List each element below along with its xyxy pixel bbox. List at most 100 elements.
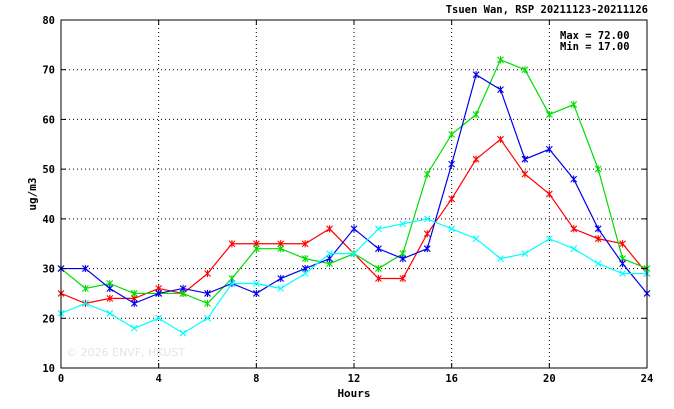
data-point (228, 280, 236, 287)
data-point (619, 260, 626, 268)
data-point (155, 314, 163, 322)
data-point (570, 245, 578, 253)
data-point (521, 170, 529, 178)
data-point (619, 240, 626, 248)
data-point (155, 289, 163, 298)
data-point (399, 274, 407, 283)
data-point (277, 245, 285, 253)
data-point (130, 324, 138, 332)
series-layer (57, 56, 651, 337)
data-point (130, 299, 138, 307)
data-point (521, 250, 529, 258)
data-point (594, 235, 602, 243)
data-point (619, 270, 626, 277)
data-point (521, 155, 529, 163)
data-point (570, 175, 578, 183)
data-point (375, 225, 382, 233)
data-point (228, 240, 236, 248)
data-point (594, 165, 602, 173)
series-1 (57, 56, 651, 307)
data-point (106, 309, 114, 317)
data-point (399, 255, 407, 263)
data-point (570, 100, 578, 109)
x-axis-label: Hours (337, 387, 370, 400)
data-point (326, 225, 333, 233)
data-point (448, 160, 456, 168)
data-point (472, 110, 480, 119)
x-tick-label: 8 (253, 373, 259, 385)
data-point (423, 170, 431, 178)
data-point (594, 260, 602, 267)
data-point (545, 235, 553, 243)
data-point (326, 255, 333, 263)
data-point (423, 215, 431, 223)
data-point (497, 255, 504, 263)
data-point (82, 284, 89, 293)
data-point (545, 190, 553, 198)
x-tick-label: 24 (641, 373, 654, 385)
data-point (375, 274, 382, 283)
x-tick-label: 0 (58, 373, 64, 385)
tick-layer: 0 4 8 12 16 20 24 10 20 30 40 50 60 70 80 (42, 15, 653, 385)
data-point (375, 264, 382, 273)
data-point (472, 71, 480, 79)
series-line (60, 138, 648, 304)
data-point (277, 274, 285, 283)
data-point (350, 225, 358, 233)
y-tick-label: 10 (42, 363, 55, 375)
data-point (204, 314, 211, 322)
y-tick-label: 60 (42, 114, 55, 126)
x-tick-label: 4 (156, 373, 162, 385)
series-0 (57, 135, 651, 307)
data-point (204, 289, 211, 298)
data-point (130, 289, 138, 298)
grid (61, 20, 647, 368)
data-point (497, 135, 504, 143)
data-point (497, 86, 504, 94)
data-point (594, 225, 602, 233)
data-point (252, 289, 260, 298)
data-point (423, 245, 431, 253)
y-tick-label: 40 (42, 214, 55, 226)
series-3 (57, 215, 651, 337)
data-point (301, 264, 309, 273)
data-point (423, 230, 431, 238)
data-point (204, 299, 211, 307)
y-tick-label: 30 (42, 264, 55, 276)
x-tick-label: 16 (445, 373, 458, 385)
x-tick-label: 20 (543, 373, 556, 385)
data-point (252, 245, 260, 253)
y-tick-label: 20 (42, 313, 55, 325)
y-tick-label: 50 (42, 164, 55, 176)
data-point (448, 195, 456, 203)
data-point (204, 269, 211, 278)
data-point (472, 235, 480, 243)
y-tick-label: 80 (42, 15, 55, 27)
data-point (448, 225, 456, 233)
data-point (82, 264, 89, 273)
data-point (399, 220, 407, 228)
data-point (448, 130, 456, 138)
min-label: Min = 17.00 (560, 41, 630, 53)
data-point (472, 155, 480, 163)
series-2 (57, 71, 651, 307)
data-point (497, 56, 504, 64)
data-point (106, 284, 114, 293)
chart-title: Tsuen Wan, RSP 20211123-20211126 (446, 4, 648, 16)
data-point (277, 285, 285, 292)
data-point (301, 255, 309, 263)
max-label: Max = 72.00 (560, 30, 630, 42)
data-point (301, 270, 309, 277)
data-point (375, 245, 382, 253)
data-point (521, 66, 529, 74)
data-point (179, 329, 187, 337)
data-point (106, 294, 114, 302)
watermark: © 2026 ENVF, HKUST (66, 346, 185, 359)
data-point (82, 299, 89, 307)
data-point (326, 250, 333, 258)
y-tick-label: 70 (42, 65, 55, 77)
y-axis-label: ug/m3 (26, 177, 39, 210)
data-point (179, 284, 187, 293)
data-point (350, 250, 358, 258)
